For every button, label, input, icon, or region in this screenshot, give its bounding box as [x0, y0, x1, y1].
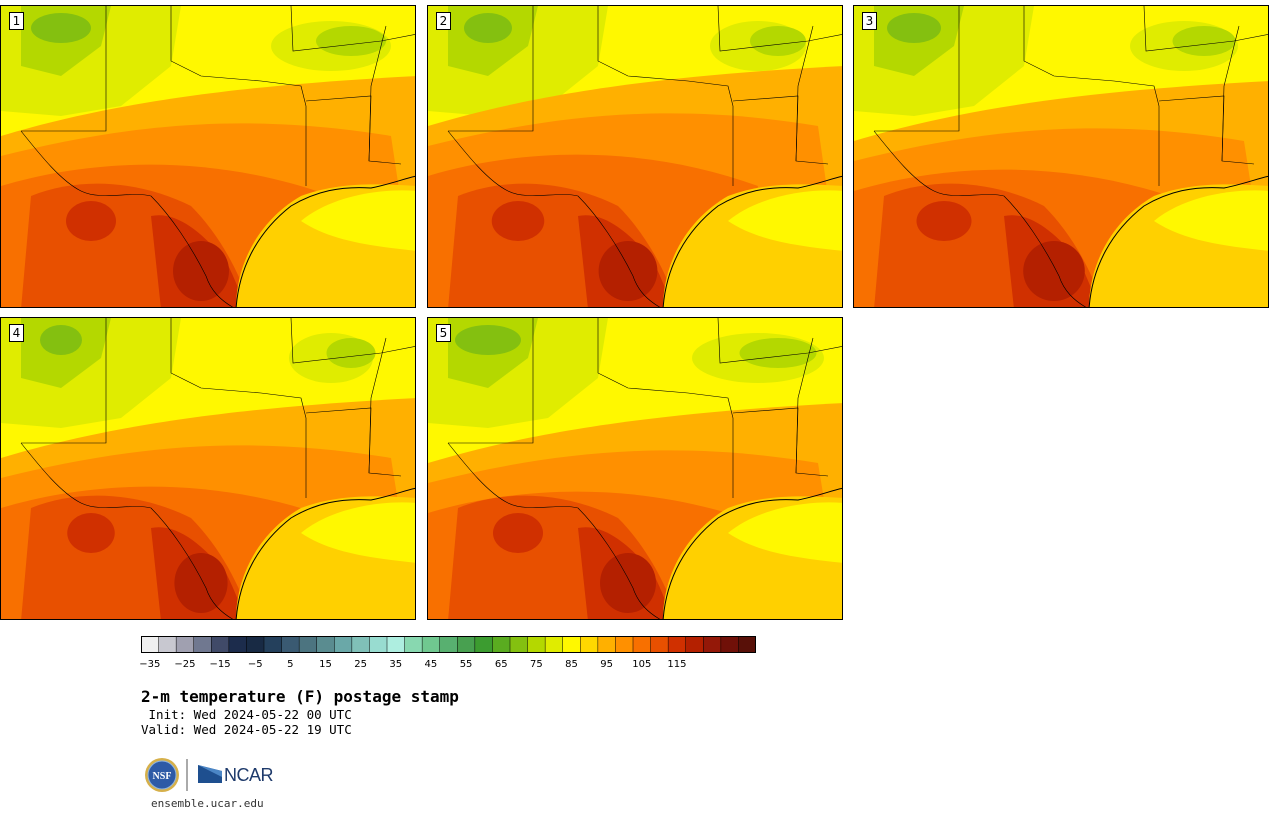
colorbar-tick-label: −25: [174, 659, 196, 670]
color-swatch: [720, 636, 739, 653]
state-border: [21, 318, 107, 444]
color-swatch: [527, 636, 546, 653]
color-swatch: [439, 636, 458, 653]
postage-stamp-panel-3: 3: [853, 5, 1269, 308]
color-swatch: [141, 636, 160, 653]
color-swatch: [176, 636, 195, 653]
postage-stamp-panel-2: 2: [427, 5, 843, 308]
color-swatch: [597, 636, 616, 653]
colorbar-tick-label: 95: [600, 659, 614, 670]
color-swatch: [562, 636, 581, 653]
color-swatch: [615, 636, 634, 653]
color-swatch: [264, 636, 283, 653]
color-swatch: [404, 636, 423, 653]
colorbar-tick-label: −15: [209, 659, 231, 670]
panel-label: 4: [9, 324, 24, 342]
color-swatch: [685, 636, 704, 653]
colorbar-tick-label: 5: [287, 659, 294, 670]
map-title: 2-m temperature (F) postage stamp: [141, 687, 459, 706]
color-swatch: [334, 636, 353, 653]
color-swatch: [474, 636, 493, 653]
coastline: [235, 175, 415, 307]
ncar-logo-icon: [198, 765, 222, 783]
color-swatch: [246, 636, 265, 653]
colorbar-tick-label: −35: [139, 659, 161, 670]
state-border: [21, 6, 107, 132]
temperature-map: [428, 6, 842, 307]
valid-time: Valid: Wed 2024-05-22 19 UTC: [141, 722, 352, 737]
color-swatch: [299, 636, 318, 653]
color-swatch: [316, 636, 335, 653]
state-border: [448, 318, 534, 444]
color-swatch: [228, 636, 247, 653]
coastline: [662, 487, 842, 619]
nsf-logo-icon: NSF: [145, 758, 179, 792]
colorbar-tick-label: 55: [459, 659, 473, 670]
color-swatch: [369, 636, 388, 653]
colorbar-tick-label: 105: [632, 659, 652, 670]
color-swatch: [545, 636, 564, 653]
color-swatch: [703, 636, 722, 653]
color-swatch: [211, 636, 230, 653]
colorbar-tick-label: 45: [424, 659, 438, 670]
color-swatch: [510, 636, 529, 653]
colorbar-tick-label: 75: [529, 659, 543, 670]
colorbar-tick-label: −5: [247, 659, 263, 670]
color-swatch: [193, 636, 212, 653]
temperature-map: [1, 318, 415, 619]
color-swatch: [457, 636, 476, 653]
color-swatch: [580, 636, 599, 653]
color-swatch: [668, 636, 687, 653]
colorbar-tick-label: 115: [667, 659, 687, 670]
color-scale-bar: [141, 636, 756, 653]
colorbar-tick-label: 85: [565, 659, 578, 670]
state-border: [448, 6, 534, 132]
temperature-map: [854, 6, 1268, 307]
panel-label: 2: [436, 12, 451, 30]
color-swatch: [633, 636, 652, 653]
coastline: [662, 175, 842, 307]
postage-stamp-panel-4: 4: [0, 317, 416, 620]
postage-stamp-panel-5: 5: [427, 317, 843, 620]
colorbar-tick-label: 25: [354, 659, 368, 670]
ncar-logo-text: NCAR: [224, 765, 274, 785]
color-swatch: [492, 636, 511, 653]
colorbar-tick-label: 65: [494, 659, 508, 670]
color-swatch: [351, 636, 370, 653]
panel-label: 1: [9, 12, 24, 30]
color-swatch: [738, 636, 756, 653]
color-swatch: [281, 636, 300, 653]
sponsor-logos: NSF: [145, 758, 222, 792]
coastline: [235, 487, 415, 619]
temperature-map: [428, 318, 842, 619]
color-swatch: [158, 636, 177, 653]
state-border: [874, 6, 960, 132]
postage-stamp-panel-1: 1: [0, 5, 416, 308]
colorbar-tick-label: 35: [389, 659, 403, 670]
panel-label: 3: [862, 12, 877, 30]
temperature-map: [1, 6, 415, 307]
color-swatch: [387, 636, 406, 653]
nsf-logo-text: NSF: [153, 771, 172, 782]
init-time: Init: Wed 2024-05-22 00 UTC: [141, 707, 352, 722]
ensemble-url: ensemble.ucar.edu: [151, 797, 264, 810]
coastline: [1088, 175, 1268, 307]
color-swatch: [650, 636, 669, 653]
panel-label: 5: [436, 324, 451, 342]
color-swatch: [422, 636, 441, 653]
colorbar-tick-label: 15: [319, 659, 332, 670]
